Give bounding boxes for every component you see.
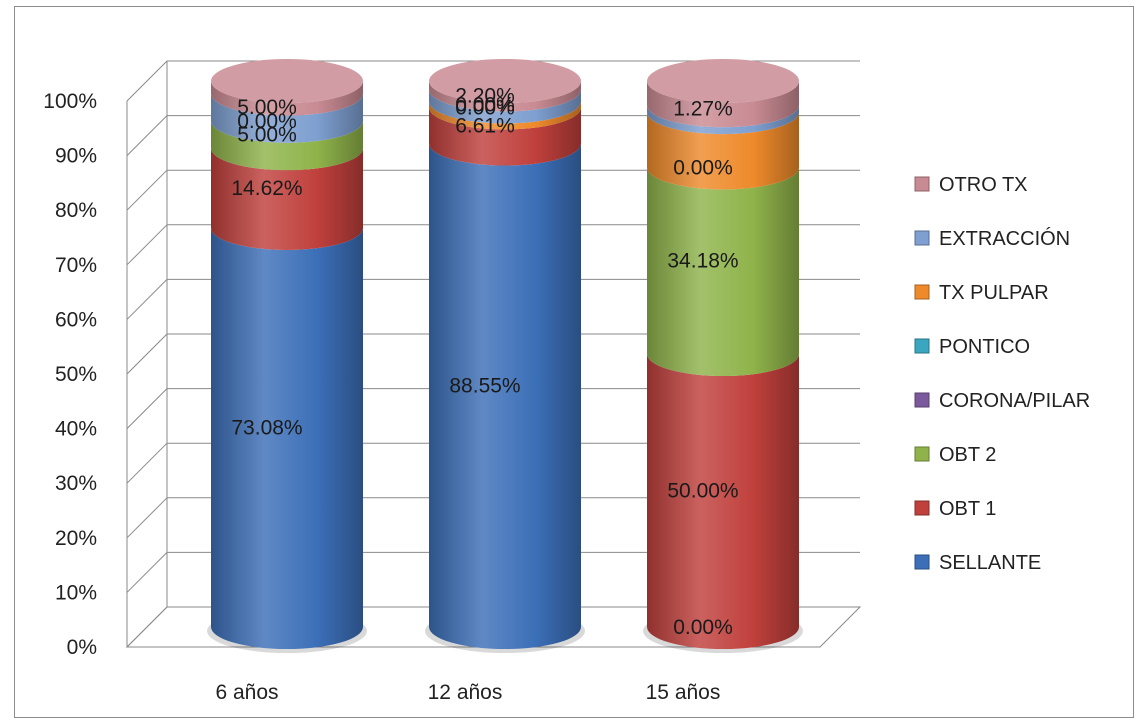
data-label: 0.00% [455, 93, 515, 116]
bar-segment-body [429, 89, 581, 124]
bar-segment-body [647, 354, 799, 649]
bars-layer [207, 59, 803, 653]
x-tick-label: 12 años [428, 681, 503, 704]
bar-segment-body [211, 227, 363, 649]
data-label: 1.27% [673, 98, 733, 121]
legend-label: EXTRACCIÓN [939, 227, 1070, 250]
bar-segment-body [211, 120, 363, 171]
gridline-depth [126, 442, 168, 484]
chart-frame: 0% 10% 20% 30% 40% 50% 60% 70% 80% 90% 100% 73.08%… [14, 6, 1134, 718]
legend-swatch [914, 230, 930, 246]
gridline-depth [126, 497, 168, 539]
legend: OTRO TX EXTRACCIÓN TX PULPAR PONTICO CORONA/… [914, 174, 1090, 574]
bar-segment-obt-2 [211, 120, 363, 171]
data-label: 88.55% [449, 374, 520, 397]
data-label: 0.00% [673, 156, 733, 179]
bar-segment-body [429, 107, 581, 166]
data-label: 6.61% [455, 114, 515, 137]
y-tick-label: 80% [55, 199, 97, 222]
y-tick-label: 100% [43, 90, 97, 113]
x-tick-label: 15 años [646, 681, 721, 704]
y-tick-label: 0% [67, 636, 97, 659]
legend-swatch [914, 500, 930, 516]
legend-label: OTRO TX [939, 174, 1028, 196]
bar-segment-otro-tx [211, 81, 363, 116]
y-tick-label: 50% [55, 363, 97, 386]
bar-segment-sellante [211, 227, 363, 649]
legend-swatch [914, 176, 930, 192]
legend-label: OBT 1 [939, 498, 996, 520]
stacked-cylinder-chart: 0% 10% 20% 30% 40% 50% 60% 70% 80% 90% 100% 73.08%… [43, 59, 1090, 704]
y-tick-label: 10% [55, 581, 97, 604]
bar-segment-extracci-n [429, 89, 581, 124]
bar-segment-obt-1 [211, 148, 363, 250]
gridline-depth [126, 60, 168, 102]
legend-swatch [914, 338, 930, 354]
legend-swatch [914, 554, 930, 570]
bar-segment-body [647, 112, 799, 190]
bar-segment-body [647, 105, 799, 135]
gridline-depth [126, 552, 168, 593]
gridline-depth [126, 224, 168, 266]
bar-segment-obt-2 [647, 167, 799, 376]
bar-top-cap [647, 59, 799, 103]
data-label: 2.20% [455, 84, 515, 107]
x-tick-label: 6 años [215, 681, 278, 704]
bar-segment-extracci-n [647, 105, 799, 135]
bar-segment-otro-tx [647, 81, 799, 128]
data-label: 14.62% [231, 177, 302, 200]
bar-segment-tx-pulpar [429, 101, 581, 130]
floor [125, 606, 862, 648]
data-label: 34.18% [667, 250, 738, 273]
legend-label: SELLANTE [939, 552, 1041, 574]
data-label: 0.00% [455, 96, 515, 119]
data-label: 0.00% [673, 616, 733, 639]
bar-segment-body [211, 93, 363, 143]
legend-label: PONTICO [939, 336, 1030, 358]
data-label: 5.00% [237, 96, 297, 119]
y-tick-label: 30% [55, 472, 97, 495]
bar-segment-tx-pulpar [647, 112, 799, 190]
bar-top-cap [211, 59, 363, 103]
legend-label: TX PULPAR [939, 282, 1049, 304]
bar-segment-extracci-n [211, 93, 363, 143]
y-tick-label: 70% [55, 254, 97, 277]
bar-segment-sellante [429, 143, 581, 649]
bar-segment-body [429, 81, 581, 112]
gridline-depth [126, 169, 168, 211]
y-tick-label: 90% [55, 145, 97, 168]
bar-segment-obt-1 [647, 354, 799, 649]
gridline-depth [126, 279, 168, 320]
y-tick-label: 20% [55, 527, 97, 550]
bar-segment-body [429, 101, 581, 130]
legend-label: OBT 2 [939, 444, 996, 466]
bar-segment-obt-1 [429, 107, 581, 166]
bar-segment-otro-tx [429, 81, 581, 112]
data-label: 5.00% [237, 124, 297, 147]
bar-top-cap [429, 59, 581, 103]
y-tick-label: 40% [55, 418, 97, 441]
bar-segment-body [647, 167, 799, 376]
bar-segment-body [429, 143, 581, 649]
bar-segment-body [211, 148, 363, 250]
bar-segment-body [211, 81, 363, 116]
data-label: 0.00% [237, 110, 297, 133]
bar-segment-body [647, 81, 799, 128]
data-label: 50.00% [667, 480, 738, 503]
y-tick-label: 60% [55, 308, 97, 331]
gridline-depth [126, 333, 168, 375]
legend-swatch [914, 392, 930, 408]
legend-swatch [914, 446, 930, 462]
gridline-depth [126, 115, 168, 156]
gridline-depth [126, 388, 168, 429]
data-label: 73.08% [231, 416, 302, 439]
legend-label: CORONA/PILAR [939, 390, 1090, 412]
labels-layer: 73.08%14.62%5.00%0.00%5.00%88.55%6.61%0.… [215, 84, 738, 704]
legend-swatch [914, 284, 930, 300]
